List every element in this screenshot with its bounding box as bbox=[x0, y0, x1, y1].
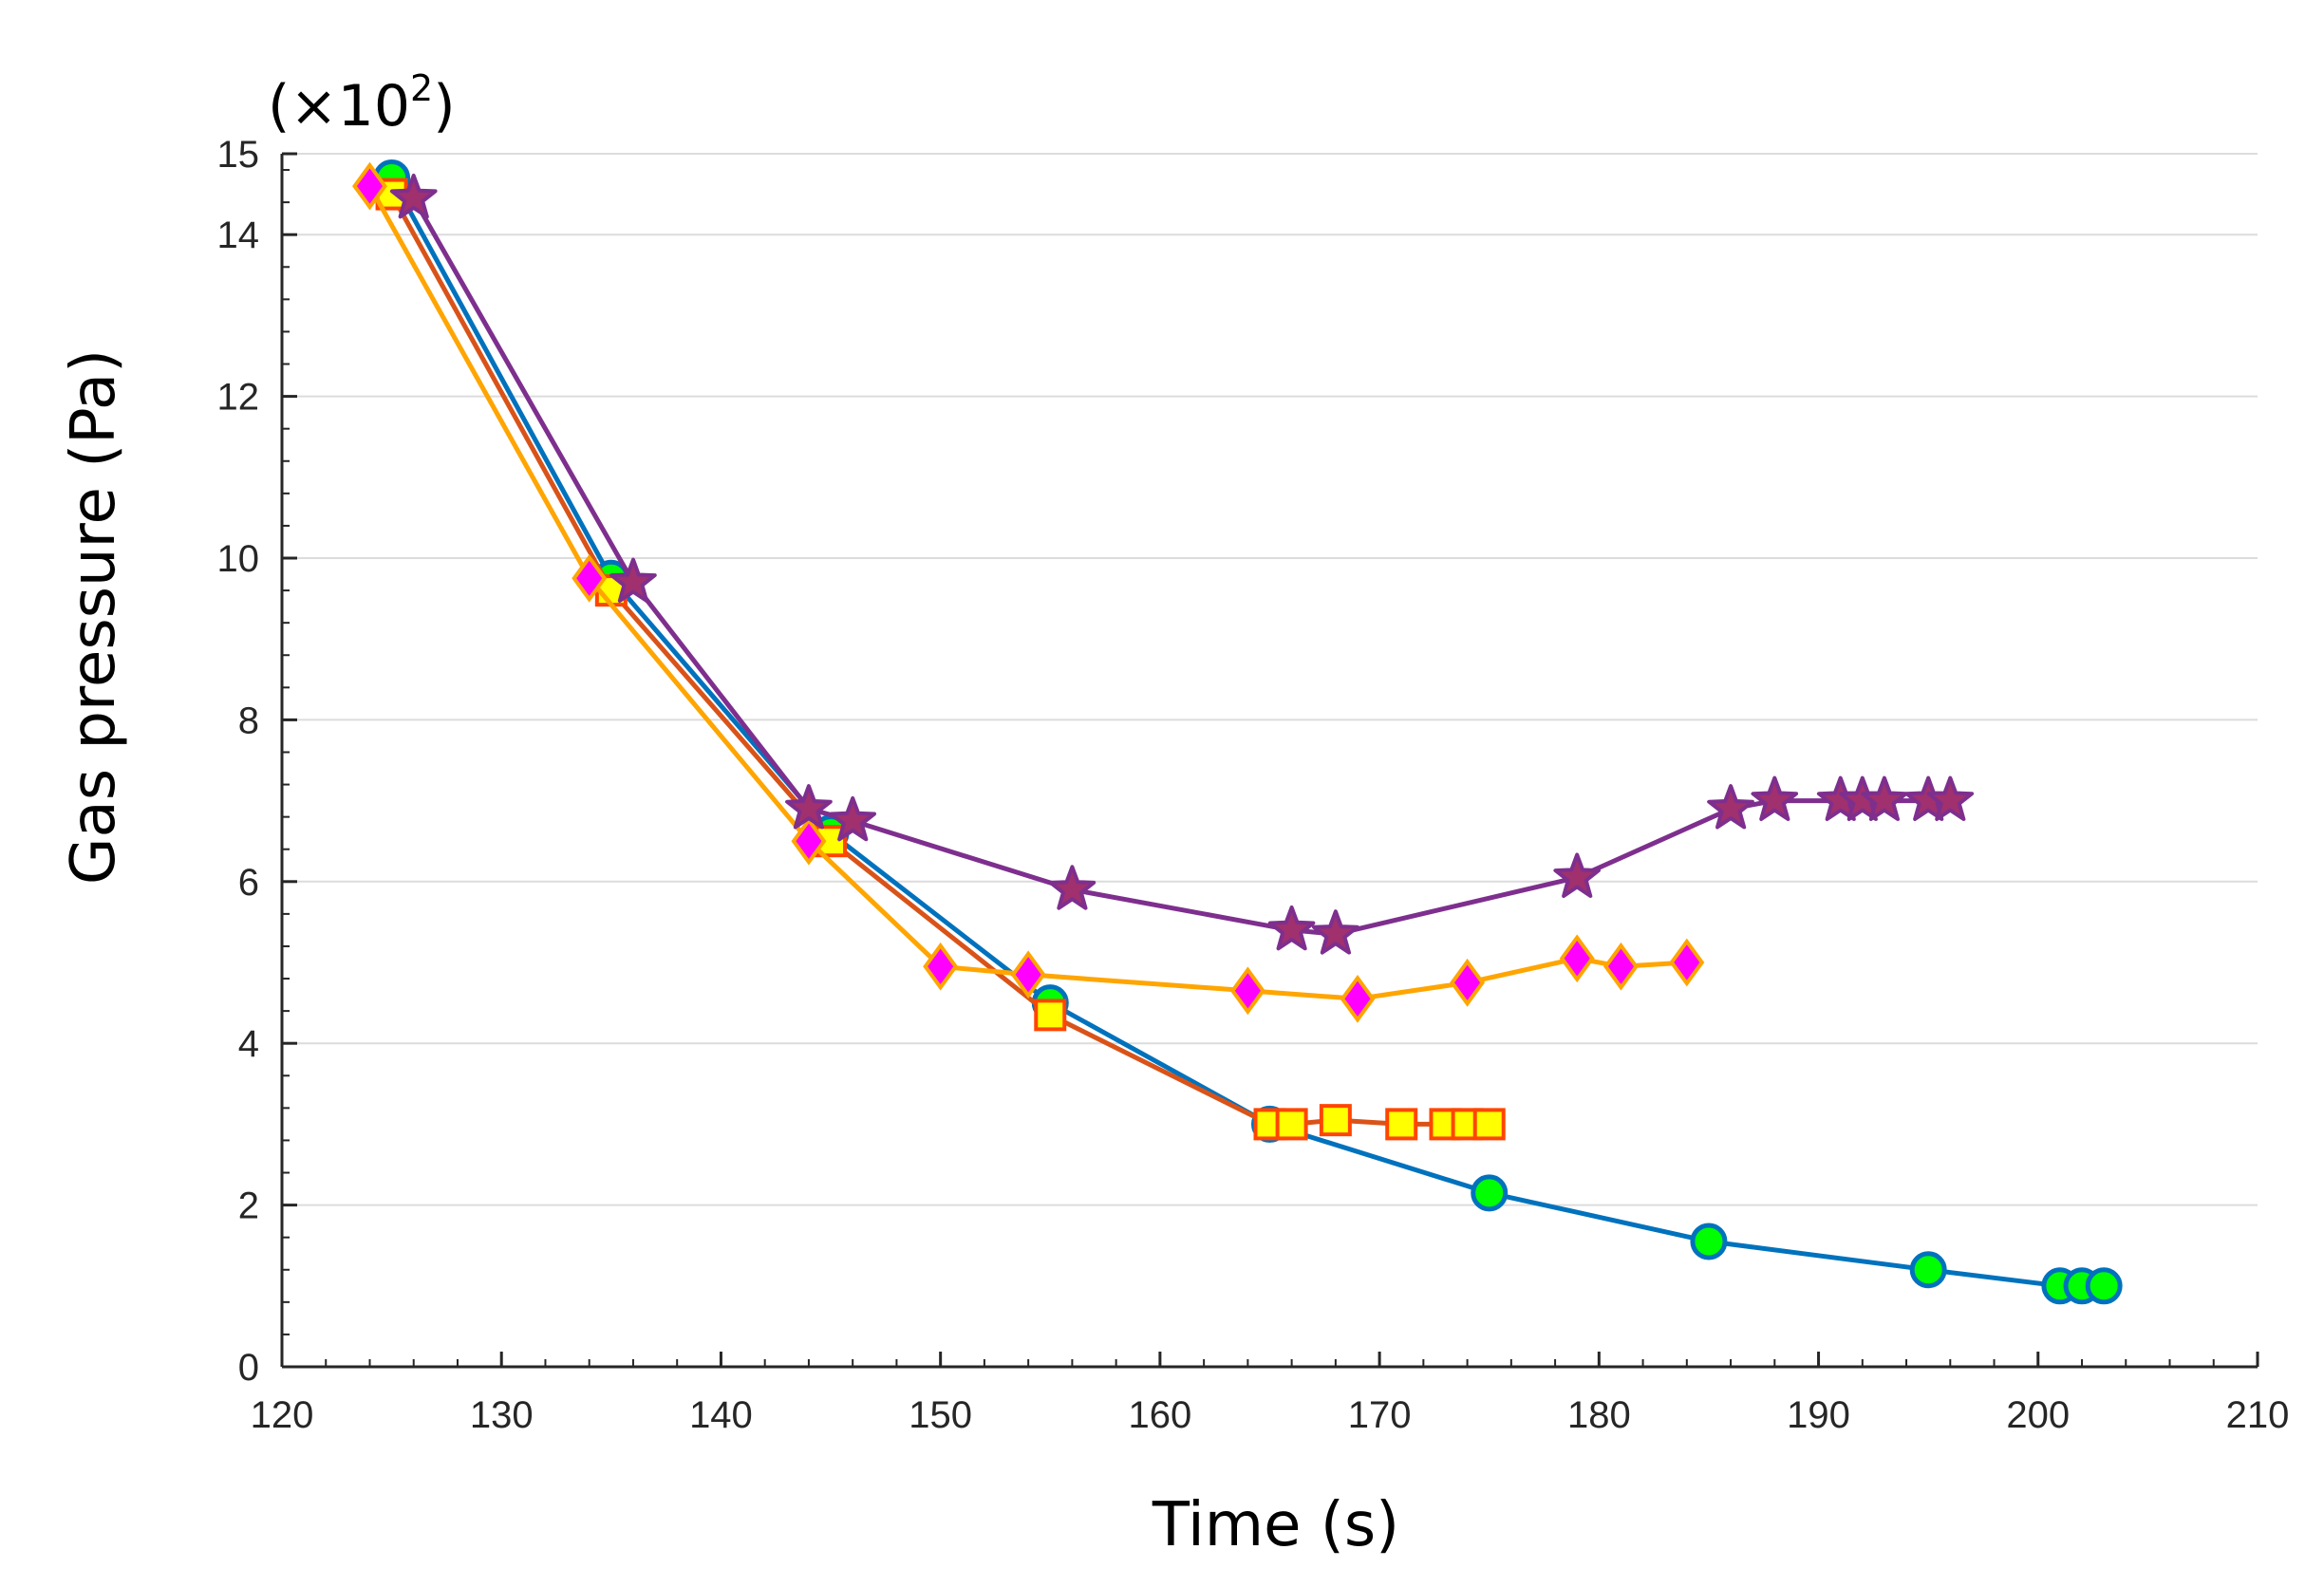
square-marker bbox=[1472, 1108, 1506, 1141]
star-marker bbox=[1553, 852, 1601, 898]
star-marker bbox=[1048, 865, 1096, 910]
y-tick-label: 15 bbox=[217, 134, 260, 176]
star-marker bbox=[1267, 905, 1316, 951]
star-marker bbox=[1861, 775, 1908, 821]
x-tick-label: 150 bbox=[909, 1394, 972, 1436]
y-tick-label: 2 bbox=[238, 1186, 259, 1227]
diamond-marker bbox=[1340, 974, 1376, 1023]
diamond-marker bbox=[1010, 950, 1046, 999]
series-layer bbox=[352, 159, 2123, 1305]
circle-marker bbox=[1471, 1174, 1509, 1212]
x-tick-label: 200 bbox=[2006, 1394, 2070, 1436]
y-tick-label: 14 bbox=[217, 215, 260, 256]
x-tick-label: 190 bbox=[1787, 1394, 1850, 1436]
y-multiplier-label: (×102) bbox=[268, 67, 456, 140]
x-tick-label: 170 bbox=[1348, 1394, 1412, 1436]
diamond-marker bbox=[352, 161, 387, 211]
star-marker bbox=[1707, 784, 1754, 830]
x-tick-label: 160 bbox=[1129, 1394, 1192, 1436]
y-tick-label: 6 bbox=[238, 862, 259, 904]
star-marker bbox=[1312, 909, 1359, 955]
star-marker bbox=[785, 784, 833, 830]
x-tick-label: 120 bbox=[251, 1394, 314, 1436]
circle-marker bbox=[2085, 1267, 2123, 1305]
circle-series-line bbox=[389, 177, 2105, 1289]
y-multiplier-prefix: (×10 bbox=[268, 73, 410, 140]
diamond-marker bbox=[1450, 958, 1486, 1007]
y-tick-label: 0 bbox=[238, 1347, 259, 1389]
square-series bbox=[375, 177, 1506, 1141]
grid-lines bbox=[282, 153, 2258, 1206]
y-tick-label: 8 bbox=[238, 700, 259, 741]
square-marker bbox=[1034, 999, 1067, 1032]
y-tick-label: 12 bbox=[217, 377, 260, 419]
diamond-marker bbox=[1602, 942, 1639, 991]
diamond-marker bbox=[1559, 934, 1595, 983]
diamond-marker bbox=[572, 553, 608, 603]
diamond-marker bbox=[923, 942, 959, 991]
x-tick-label: 130 bbox=[470, 1394, 534, 1436]
star-marker bbox=[389, 173, 438, 219]
axes bbox=[280, 154, 2258, 1369]
circle-series bbox=[373, 159, 2123, 1305]
y-multiplier-exponent: 2 bbox=[410, 67, 433, 109]
y-tick-label: 4 bbox=[238, 1023, 259, 1065]
x-tick-label: 140 bbox=[689, 1394, 753, 1436]
y-multiplier-suffix: ) bbox=[433, 73, 455, 140]
y-tick-label: 10 bbox=[217, 538, 260, 580]
y-axis-title: Gas pressure (Pa) bbox=[59, 349, 129, 885]
x-axis-title: Time (s) bbox=[1152, 1490, 1399, 1560]
star-marker bbox=[1926, 775, 1975, 821]
square-marker bbox=[1319, 1104, 1352, 1137]
diamond-series bbox=[352, 161, 1705, 1023]
diamond-marker bbox=[1229, 966, 1265, 1016]
square-marker bbox=[1385, 1108, 1418, 1141]
star-marker bbox=[1751, 775, 1799, 821]
circle-marker bbox=[1690, 1223, 1728, 1260]
x-tick-label: 210 bbox=[2226, 1394, 2290, 1436]
star-marker bbox=[829, 795, 876, 842]
circle-marker bbox=[1909, 1251, 1947, 1289]
ticks: 120 130 140 150 160 170 180 190 200 210 0 2 4 6 8 10 12 1… bbox=[217, 134, 2290, 1436]
diamond-marker bbox=[1669, 938, 1705, 987]
star-marker bbox=[609, 557, 657, 603]
square-marker bbox=[1275, 1108, 1308, 1141]
diamond-marker bbox=[791, 816, 827, 866]
star-series bbox=[389, 173, 1975, 955]
x-tick-label: 180 bbox=[1567, 1394, 1631, 1436]
